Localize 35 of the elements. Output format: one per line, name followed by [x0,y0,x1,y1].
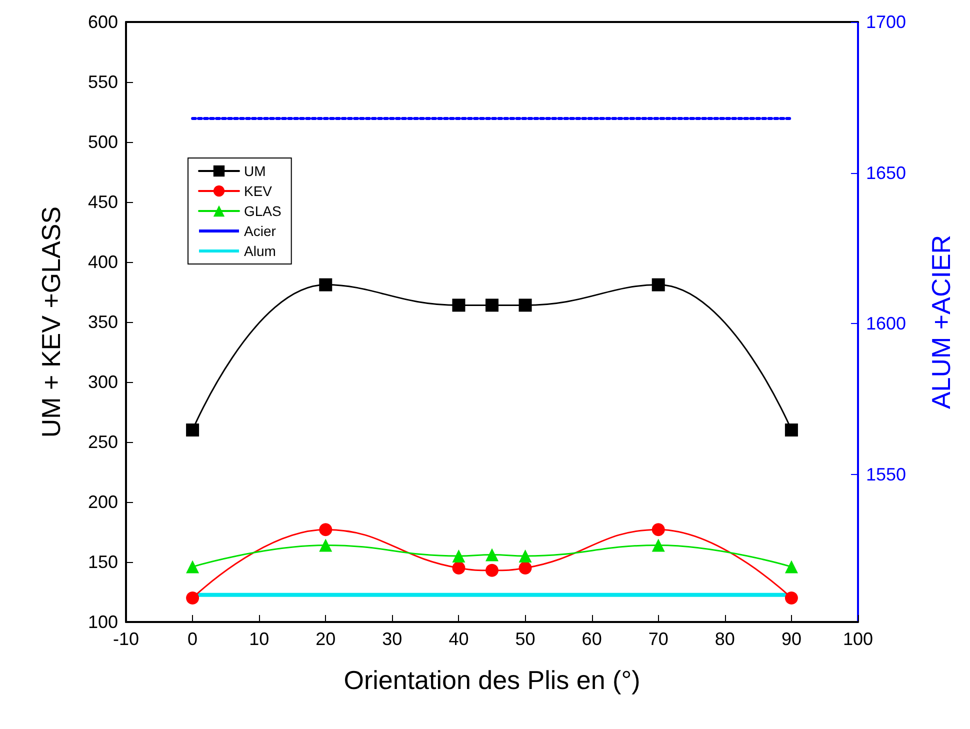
legend-label: UM [244,163,266,179]
y-tick-label: 250 [88,432,118,452]
legend-label: Acier [244,223,276,239]
x-tick-label: 90 [781,629,802,649]
y-tick-label: 300 [88,372,118,392]
y-tick-label: 500 [88,132,118,152]
y2-tick-label: 1550 [866,464,906,484]
y-tick-label: 600 [88,12,118,32]
x-axis-title: Orientation des Plis en (°) [344,665,640,695]
y2-tick-label: 1700 [866,12,906,32]
x-tick-label: 20 [316,629,336,649]
x-tick-label: 40 [448,629,469,649]
x-tick-label: 100 [842,629,874,649]
x-tick-label: 80 [714,629,735,649]
y-tick-label: 400 [88,252,118,272]
x-tick-label: 10 [249,629,270,649]
y2-axis-title: ALUM +ACIER [926,234,956,410]
legend-label: Alum [244,243,276,259]
y-tick-label: 550 [88,72,118,92]
x-tick-label: 50 [515,629,536,649]
x-tick-label: 60 [582,629,602,649]
x-tick-label: 30 [382,629,402,649]
x-tick-label: 70 [648,629,668,649]
y-axis-title: UM + KEV +GLASS [36,206,66,438]
y-tick-label: 200 [88,492,118,512]
y-tick-label: 100 [88,612,118,632]
y-tick-label: 350 [88,312,118,332]
legend-label: GLAS [244,203,282,219]
y2-tick-label: 1650 [866,162,906,183]
y2-tick-label: 1600 [866,314,906,334]
legend-label: KEV [244,183,273,199]
y-tick-label: 450 [88,192,118,212]
x-tick-label: -10 [112,629,140,649]
x-tick-label: 0 [188,629,198,649]
y-tick-label: 150 [88,552,118,572]
